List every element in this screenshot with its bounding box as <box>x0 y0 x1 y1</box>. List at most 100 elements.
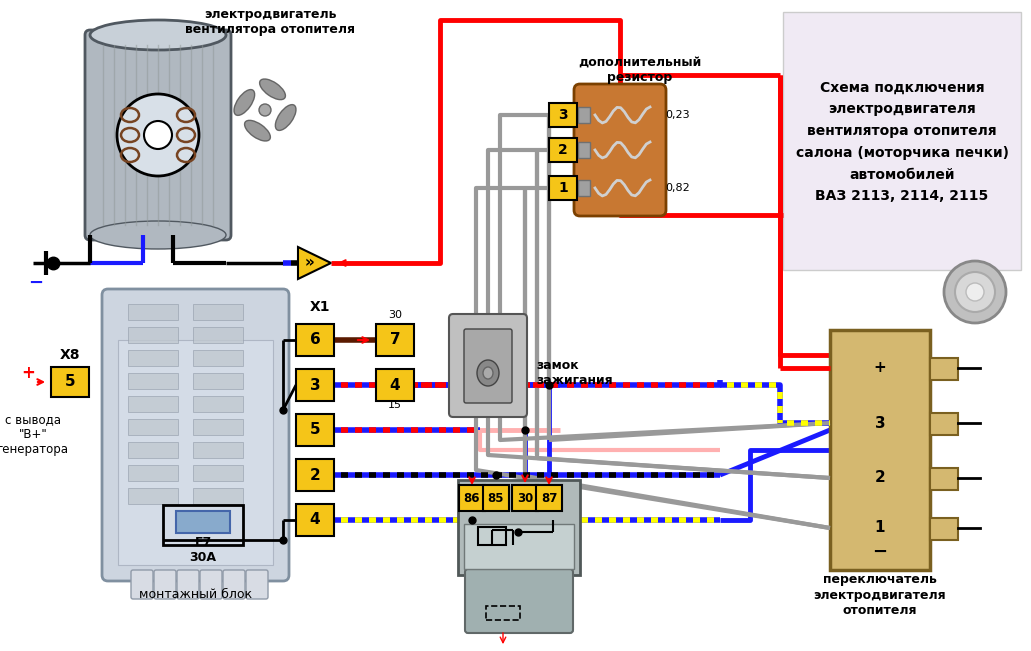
FancyBboxPatch shape <box>102 289 289 581</box>
FancyBboxPatch shape <box>512 485 538 511</box>
Bar <box>578 142 590 158</box>
Text: 1: 1 <box>874 521 886 536</box>
Text: 4: 4 <box>309 512 321 527</box>
Text: 6: 6 <box>309 333 321 348</box>
Polygon shape <box>298 247 331 279</box>
Bar <box>193 350 243 366</box>
FancyBboxPatch shape <box>548 138 577 162</box>
Bar <box>128 419 178 435</box>
Text: F7
30А: F7 30А <box>190 536 217 564</box>
Text: 3: 3 <box>874 415 886 430</box>
FancyBboxPatch shape <box>154 570 176 599</box>
FancyBboxPatch shape <box>223 570 245 599</box>
Bar <box>128 304 178 320</box>
Text: замок
зажигания: замок зажигания <box>536 359 612 387</box>
Bar <box>128 373 178 389</box>
Text: 30: 30 <box>517 492 533 505</box>
Text: 86: 86 <box>464 492 480 505</box>
Ellipse shape <box>117 94 199 176</box>
FancyBboxPatch shape <box>536 485 562 511</box>
FancyBboxPatch shape <box>296 414 334 446</box>
Text: 7: 7 <box>390 333 400 348</box>
FancyBboxPatch shape <box>459 485 485 511</box>
Text: 4: 4 <box>390 378 400 393</box>
Bar <box>128 465 178 481</box>
FancyBboxPatch shape <box>548 103 577 127</box>
Bar <box>193 465 243 481</box>
Text: X8: X8 <box>60 348 80 362</box>
Text: 3: 3 <box>558 108 568 122</box>
Text: 5: 5 <box>309 422 321 437</box>
FancyBboxPatch shape <box>200 570 222 599</box>
Text: −: − <box>29 274 43 292</box>
Bar <box>193 373 243 389</box>
Bar <box>930 358 958 380</box>
Ellipse shape <box>483 367 493 379</box>
Text: 2: 2 <box>874 471 886 486</box>
Ellipse shape <box>955 272 995 312</box>
Text: 87: 87 <box>541 492 557 505</box>
Text: 1: 1 <box>558 181 568 195</box>
FancyBboxPatch shape <box>246 570 268 599</box>
Text: переключатель
электродвигателя
отопителя: переключатель электродвигателя отопителя <box>813 574 946 616</box>
Bar <box>176 511 230 533</box>
FancyBboxPatch shape <box>464 329 512 403</box>
Ellipse shape <box>90 20 226 50</box>
Text: 5: 5 <box>65 374 75 389</box>
FancyBboxPatch shape <box>177 570 199 599</box>
Bar <box>930 518 958 540</box>
Bar <box>930 413 958 435</box>
Bar <box>578 180 590 196</box>
Text: X1: X1 <box>310 300 331 314</box>
FancyBboxPatch shape <box>118 340 273 565</box>
Bar <box>193 304 243 320</box>
Ellipse shape <box>90 221 226 249</box>
Bar <box>193 327 243 343</box>
Ellipse shape <box>477 360 499 386</box>
Bar <box>128 350 178 366</box>
Text: »: » <box>305 255 314 271</box>
Ellipse shape <box>260 79 286 100</box>
FancyBboxPatch shape <box>465 569 573 633</box>
FancyBboxPatch shape <box>51 367 89 397</box>
FancyBboxPatch shape <box>548 176 577 200</box>
FancyBboxPatch shape <box>85 30 231 240</box>
Text: электродвигатель
вентилятора отопителя: электродвигатель вентилятора отопителя <box>185 8 355 36</box>
Text: +: + <box>873 361 887 376</box>
Bar <box>930 468 958 490</box>
Text: 2: 2 <box>309 467 321 482</box>
FancyBboxPatch shape <box>296 504 334 536</box>
Bar <box>193 419 243 435</box>
FancyBboxPatch shape <box>296 324 334 356</box>
FancyBboxPatch shape <box>783 12 1021 270</box>
Bar <box>128 442 178 458</box>
Text: +: + <box>21 364 35 382</box>
FancyBboxPatch shape <box>574 84 666 216</box>
Bar <box>486 606 520 620</box>
Text: монтажный блок: монтажный блок <box>139 589 252 602</box>
Ellipse shape <box>966 283 984 301</box>
Bar <box>128 327 178 343</box>
Bar <box>478 527 506 545</box>
FancyBboxPatch shape <box>458 480 580 575</box>
FancyBboxPatch shape <box>376 324 414 356</box>
Ellipse shape <box>275 105 296 130</box>
Bar <box>193 396 243 412</box>
Bar <box>193 488 243 504</box>
Bar <box>128 488 178 504</box>
Ellipse shape <box>144 121 172 149</box>
Ellipse shape <box>944 261 1006 323</box>
Bar <box>193 442 243 458</box>
Text: Схема подключения
электродвигателя
вентилятора отопителя
салона (моторчика печки: Схема подключения электродвигателя венти… <box>796 81 1008 203</box>
FancyBboxPatch shape <box>483 485 509 511</box>
FancyBboxPatch shape <box>464 524 574 569</box>
Text: −: − <box>872 543 888 561</box>
Text: 2: 2 <box>558 143 568 157</box>
Ellipse shape <box>244 120 270 141</box>
FancyBboxPatch shape <box>830 330 930 570</box>
Text: 0,23: 0,23 <box>665 110 690 120</box>
Text: с вывода
"В+"
генератора: с вывода "В+" генератора <box>0 413 69 456</box>
Text: дополнительный
резистор: дополнительный резистор <box>578 56 702 84</box>
Text: 30: 30 <box>388 310 402 320</box>
Bar <box>578 107 590 123</box>
